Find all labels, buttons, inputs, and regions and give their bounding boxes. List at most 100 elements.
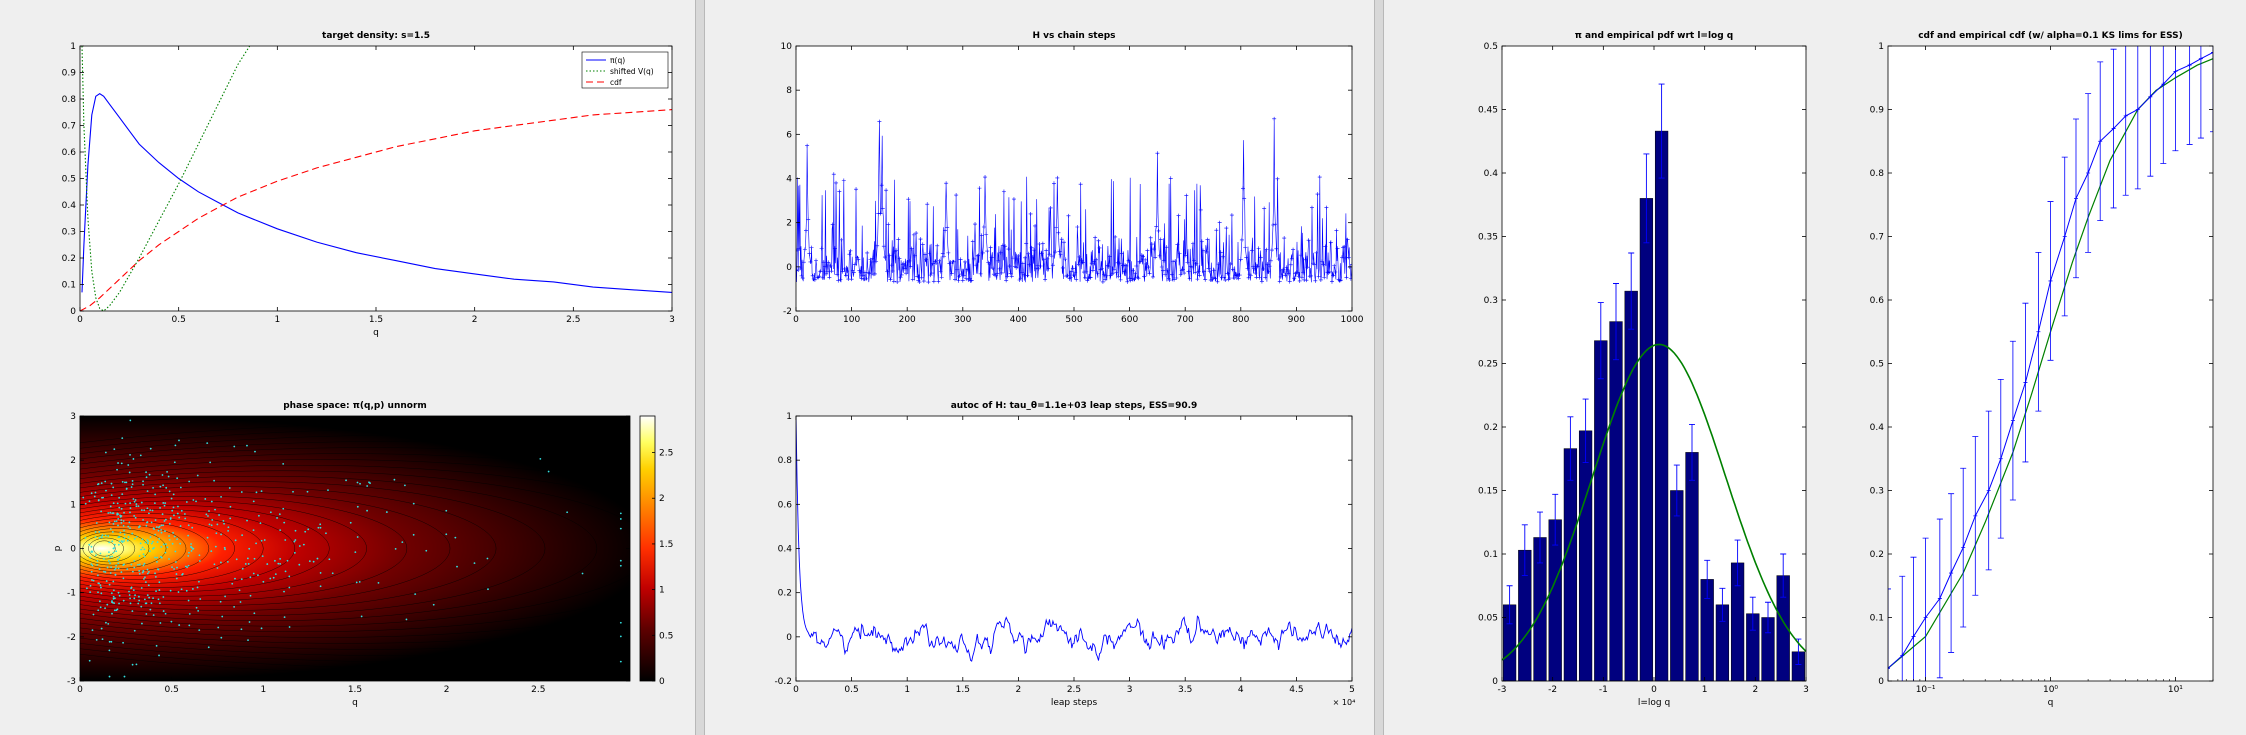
phase-space-sample-point <box>95 522 98 524</box>
phase-space-sample-point <box>179 486 182 489</box>
pdf-log-xtick-label: 1 <box>1702 685 1708 695</box>
phase-space-sample-point <box>148 512 150 515</box>
phase-space-sample-point <box>220 496 222 498</box>
colorbar-tick-label: 0 <box>659 677 665 687</box>
phase-space-sample-point <box>94 536 97 539</box>
phase-space-sample-point <box>101 536 103 539</box>
phase-space-sample-point <box>307 528 310 531</box>
phase-space-sample-point <box>158 581 161 584</box>
phase-space-sample-point <box>88 500 91 503</box>
phase-space-sample-point <box>133 629 136 632</box>
phase-space-sample-point <box>93 495 96 498</box>
phase-space-sample-point <box>125 481 128 484</box>
phase-space-sample-point <box>113 609 116 612</box>
phase-space-xtick-label: 0.5 <box>165 685 179 695</box>
phase-space-sample-point <box>191 588 194 590</box>
pdf-log-title: π and empirical pdf wrt l=log q <box>1575 31 1734 41</box>
cdf-log-ks-errorbar <box>2210 46 2213 133</box>
phase-space-sample-point <box>154 493 157 496</box>
phase-space-sample-point <box>116 468 118 471</box>
pdf-log-errorbar <box>1673 464 1680 517</box>
phase-space-sample-point <box>174 550 177 553</box>
phase-space-ytick-label: 2 <box>70 456 76 466</box>
cdf-log-point <box>2173 69 2178 74</box>
pdf-log-ytick-label: 0.3 <box>1484 296 1498 306</box>
phase-space-sample-point <box>228 487 231 489</box>
phase-space-sample-point <box>145 476 148 479</box>
phase-space-sample-point <box>129 602 132 605</box>
phase-space-title: phase space: π(q,p) unnorm <box>283 401 427 411</box>
phase-space-sample-point <box>185 589 188 592</box>
cdf-log-point <box>2198 56 2203 61</box>
phase-space-sample-point <box>142 480 144 483</box>
window-divider-right[interactable] <box>1374 0 1384 735</box>
phase-space-sample-point <box>152 597 154 600</box>
cdf-log-point <box>2036 329 2041 334</box>
phase-space-sample-point <box>143 509 146 512</box>
phase-space-sample-point <box>111 512 114 515</box>
phase-space-sample-point <box>112 547 115 550</box>
phase-space-sample-point <box>121 437 124 440</box>
cdf-log-point <box>2161 82 2166 87</box>
phase-space-sample-point <box>366 509 368 512</box>
phase-space-sample-point <box>135 503 138 506</box>
phase-space-sample-point <box>131 663 134 666</box>
phase-space-sample-point <box>360 615 363 618</box>
phase-space-sample-point <box>164 551 167 554</box>
phase-space-sample-point <box>247 563 250 565</box>
cdf-log-point <box>1949 571 1954 576</box>
phase-space-sample-point <box>155 590 157 593</box>
phase-space-sample-point <box>117 462 119 464</box>
cdf-log-point <box>2211 50 2213 55</box>
phase-space-sample-point <box>167 475 170 478</box>
phase-space-sample-point <box>99 552 102 555</box>
phase-space-sample-point <box>138 525 141 528</box>
phase-space-sample-point <box>152 486 154 489</box>
phase-space-sample-point <box>118 556 121 559</box>
pdf-log-errorbar <box>1597 302 1604 380</box>
phase-space-sample-point <box>276 517 278 519</box>
phase-space-sample-point <box>113 602 116 605</box>
phase-space-sample-point <box>174 444 177 447</box>
phase-space-sample-point <box>147 542 149 545</box>
autocorr-ytick-label: 1 <box>786 412 792 422</box>
phase-space-sample-point <box>454 536 457 539</box>
phase-space-sample-point <box>131 532 134 535</box>
phase-space-sample-point <box>385 511 388 513</box>
phase-space-sample-point <box>181 573 184 576</box>
phase-space-sample-point <box>129 453 131 456</box>
autocorr-xtick-label: 2 <box>1016 685 1022 695</box>
phase-space-sample-point <box>294 529 297 532</box>
phase-space-sample-point <box>129 502 132 505</box>
phase-space-sample-point <box>161 513 164 516</box>
cdf-log-point <box>1911 634 1916 639</box>
phase-space-sample-point <box>90 492 93 495</box>
phase-space-sample-point <box>107 512 110 514</box>
h-vs-steps-ytick-label: 6 <box>786 130 792 140</box>
phase-space-sample-point <box>115 564 118 567</box>
pdf-log-bar <box>1624 290 1638 682</box>
h-vs-steps-ytick-label: 0 <box>786 263 792 273</box>
autocorr-ytick-label: 0.8 <box>778 456 793 466</box>
phase-space-sample-point <box>279 562 282 565</box>
phase-space-sample-point <box>354 551 357 553</box>
cdf-log-theoretical-curve <box>1888 58 2213 669</box>
h-vs-steps-xtick-label: 0 <box>793 315 799 325</box>
cdf-log-point <box>2123 113 2128 118</box>
phase-space-sample-point <box>108 640 111 643</box>
phase-space-sample-point <box>199 598 202 600</box>
phase-space-sample-point <box>144 541 147 544</box>
window-divider-left[interactable] <box>695 0 705 735</box>
phase-space-sample-point <box>113 448 116 451</box>
phase-space-sample-point <box>146 572 149 575</box>
phase-space-sample-point <box>114 567 117 570</box>
autocorr-xtick-label: 3.5 <box>1178 685 1192 695</box>
h-vs-steps-xtick-label: 900 <box>1288 315 1305 325</box>
phase-space-sample-point <box>239 601 242 603</box>
phase-space-sample-point <box>171 509 174 512</box>
phase-space-sample-point <box>104 534 107 537</box>
phase-space-ytick-label: -2 <box>67 633 76 643</box>
phase-space-sample-point <box>158 602 161 605</box>
target-density-ytick-label: 0.7 <box>62 122 76 132</box>
phase-space-sample-point <box>128 590 130 593</box>
